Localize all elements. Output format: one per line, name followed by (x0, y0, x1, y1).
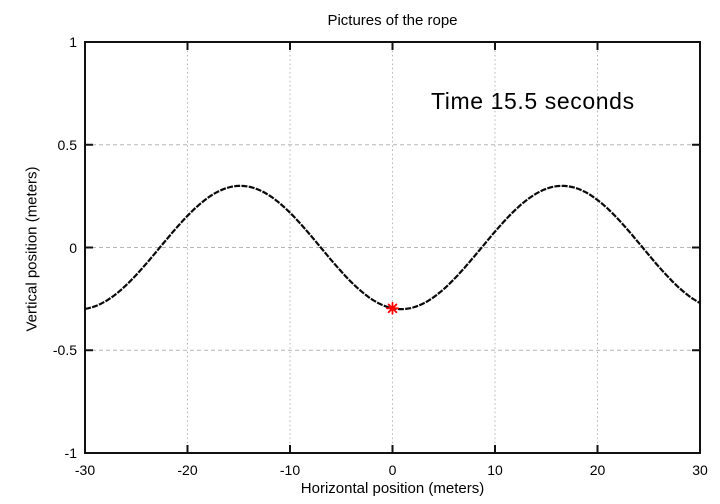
x-tick-label: 20 (589, 462, 606, 478)
marked-point-asterisk-icon (387, 303, 398, 314)
chart-title: Pictures of the rope (327, 12, 458, 29)
x-axis-label: Horizontal position (meters) (300, 480, 485, 497)
y-tick-label: 0 (69, 239, 77, 256)
x-tick-label: 30 (692, 462, 708, 478)
x-tick-label: -10 (279, 462, 301, 478)
x-tick-label: 0 (388, 462, 397, 478)
plot-frame (84, 41, 701, 454)
y-tick-label: -1 (64, 445, 77, 461)
x-tick-label: -20 (177, 462, 198, 478)
y-tick-label: 1 (69, 34, 77, 50)
y-tick-label: 0.5 (57, 136, 77, 153)
x-tick-label: 10 (487, 462, 503, 478)
x-tick-label: -30 (74, 462, 96, 478)
y-tick-label: -0.5 (52, 342, 77, 359)
time-annotation: Time 15.5 seconds (431, 88, 635, 114)
